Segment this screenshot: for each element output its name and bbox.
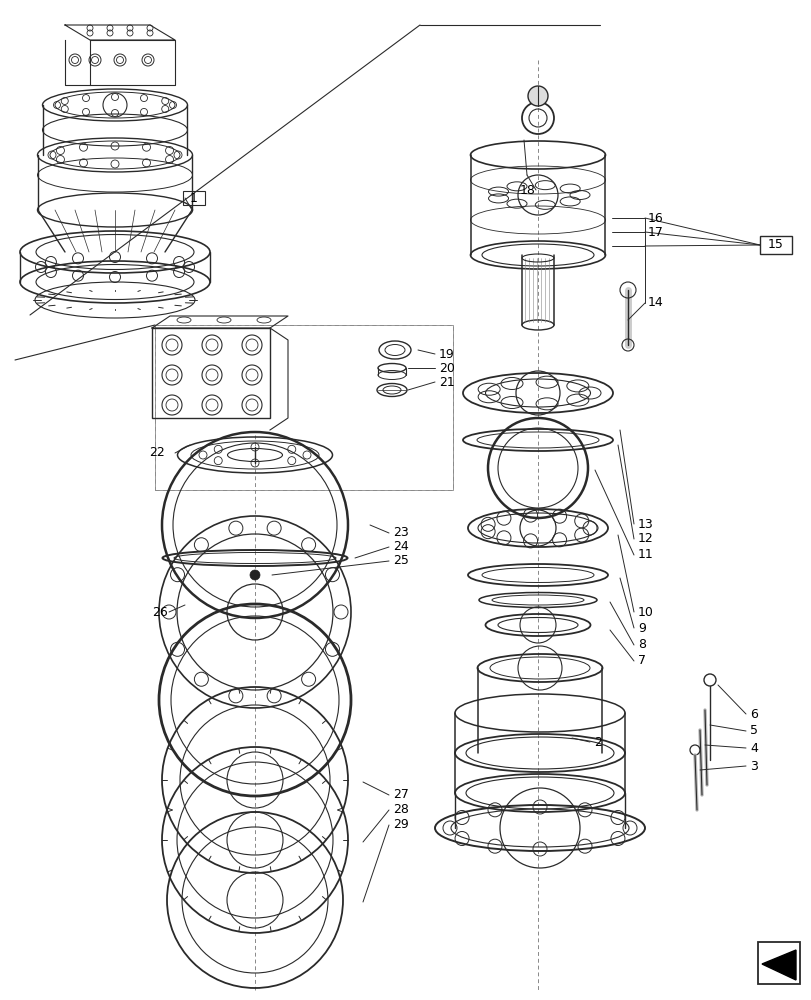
- Text: 1: 1: [190, 192, 198, 205]
- Text: 24: 24: [393, 540, 408, 554]
- Text: 15: 15: [767, 238, 783, 251]
- Circle shape: [527, 86, 547, 106]
- Text: 7: 7: [637, 654, 646, 668]
- Text: 16: 16: [647, 212, 663, 225]
- Text: 6: 6: [749, 708, 757, 720]
- Bar: [155, 325, 453, 490]
- Text: 27: 27: [393, 788, 409, 801]
- Bar: [757, 942, 799, 984]
- Text: 23: 23: [393, 526, 408, 540]
- Text: 29: 29: [393, 818, 408, 831]
- Text: 2: 2: [594, 735, 601, 748]
- Text: 11: 11: [637, 548, 653, 562]
- Text: 13: 13: [637, 518, 653, 530]
- Polygon shape: [761, 950, 795, 980]
- Bar: [152, 328, 270, 418]
- Text: 28: 28: [393, 803, 409, 816]
- Bar: [759, 236, 791, 254]
- Text: 14: 14: [647, 296, 663, 310]
- Text: 12: 12: [637, 532, 653, 546]
- Circle shape: [250, 570, 260, 580]
- Text: 10: 10: [637, 605, 653, 618]
- Text: 3: 3: [749, 760, 757, 772]
- Text: 19: 19: [439, 348, 454, 360]
- Text: 8: 8: [637, 638, 646, 652]
- Text: 17: 17: [647, 226, 663, 239]
- Text: 5: 5: [749, 724, 757, 737]
- Text: 21: 21: [439, 375, 454, 388]
- Text: 4: 4: [749, 741, 757, 754]
- Text: 20: 20: [439, 361, 454, 374]
- Text: 18: 18: [520, 184, 535, 197]
- Text: 9: 9: [637, 621, 645, 634]
- Text: 26: 26: [152, 605, 168, 618]
- Text: 25: 25: [393, 554, 409, 568]
- Bar: [182, 191, 204, 205]
- Text: 22: 22: [149, 446, 165, 460]
- Bar: [155, 325, 453, 490]
